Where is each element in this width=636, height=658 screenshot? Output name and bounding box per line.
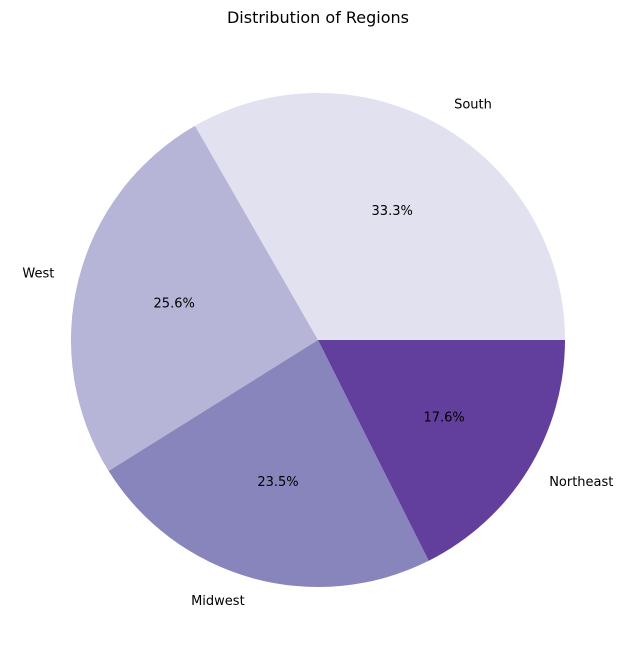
pie-value-label-northeast: 17.6%	[423, 410, 464, 425]
pie-category-label-west: West	[22, 267, 54, 282]
pie-category-label-midwest: Midwest	[191, 594, 245, 609]
pie-category-label-south: South	[454, 97, 492, 112]
pie-slice-northeast	[318, 340, 565, 561]
pie-value-label-west: 25.6%	[154, 297, 195, 312]
pie-value-label-midwest: 23.5%	[257, 475, 298, 490]
pie-category-label-northeast: Northeast	[549, 475, 613, 490]
chart-title: Distribution of Regions	[227, 8, 409, 27]
pie-labels: 33.3% South 25.6% West 23.5% Midwest 17.6% Nort…	[22, 97, 613, 609]
pie-slice-south	[194, 92, 565, 340]
pie-value-label-south: 33.3%	[372, 204, 413, 219]
pie-slice-midwest	[108, 340, 429, 588]
pie-slice-west	[70, 125, 319, 472]
pie-slices	[70, 92, 565, 588]
